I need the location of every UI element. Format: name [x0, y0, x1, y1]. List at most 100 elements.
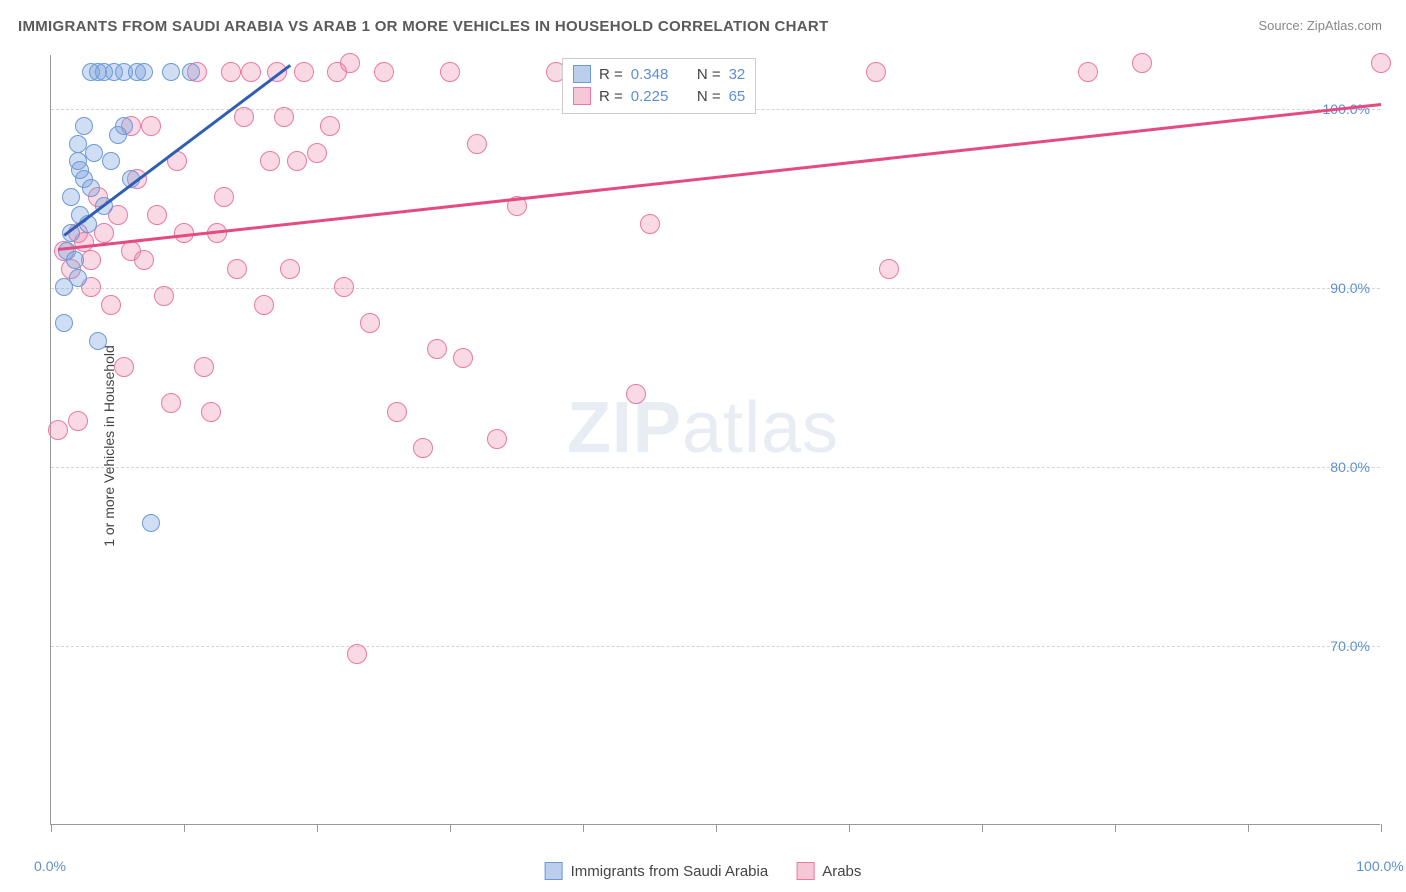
x-tick-label: 100.0% — [1356, 858, 1403, 874]
scatter-point — [340, 53, 360, 73]
stats-n-value: 65 — [729, 88, 746, 105]
x-tick — [317, 824, 318, 832]
gridline — [51, 288, 1380, 289]
chart-title: IMMIGRANTS FROM SAUDI ARABIA VS ARAB 1 O… — [18, 18, 829, 35]
scatter-point — [101, 295, 121, 315]
scatter-point — [147, 205, 167, 225]
scatter-point — [227, 259, 247, 279]
legend-swatch — [573, 87, 591, 105]
scatter-point — [95, 63, 113, 81]
scatter-point — [1078, 62, 1098, 82]
legend-item: Immigrants from Saudi Arabia — [545, 862, 769, 880]
scatter-point — [75, 117, 93, 135]
legend-item: Arabs — [796, 862, 861, 880]
scatter-point — [102, 152, 120, 170]
scatter-point — [114, 357, 134, 377]
stats-r-value: 0.348 — [631, 66, 669, 83]
gridline — [51, 467, 1380, 468]
legend-label: Arabs — [822, 863, 861, 880]
scatter-point — [241, 62, 261, 82]
source-label: Source: ZipAtlas.com — [1258, 18, 1382, 33]
x-tick — [716, 824, 717, 832]
x-tick — [849, 824, 850, 832]
scatter-point — [347, 644, 367, 664]
scatter-point — [360, 313, 380, 333]
plot-area: 70.0%80.0%90.0%100.0% — [50, 55, 1380, 825]
scatter-point — [626, 384, 646, 404]
y-tick-label: 80.0% — [1330, 459, 1370, 475]
stats-n-label: N = — [697, 88, 721, 105]
scatter-point — [234, 107, 254, 127]
scatter-point — [334, 277, 354, 297]
scatter-point — [879, 259, 899, 279]
legend-swatch — [573, 65, 591, 83]
x-tick — [51, 824, 52, 832]
scatter-point — [866, 62, 886, 82]
scatter-point — [427, 339, 447, 359]
scatter-point — [640, 214, 660, 234]
x-tick — [450, 824, 451, 832]
scatter-point — [134, 250, 154, 270]
stats-r-label: R = — [599, 88, 623, 105]
scatter-point — [71, 161, 89, 179]
x-tick — [583, 824, 584, 832]
scatter-point — [374, 62, 394, 82]
x-tick-label: 0.0% — [34, 858, 66, 874]
scatter-point — [89, 332, 107, 350]
y-tick-label: 90.0% — [1330, 280, 1370, 296]
scatter-point — [94, 223, 114, 243]
stats-row: R = 0.348 N = 32 — [573, 63, 745, 85]
legend-label: Immigrants from Saudi Arabia — [571, 863, 769, 880]
scatter-point — [55, 278, 73, 296]
scatter-point — [201, 402, 221, 422]
stats-r-value: 0.225 — [631, 88, 669, 105]
stats-r-label: R = — [599, 66, 623, 83]
scatter-point — [413, 438, 433, 458]
stats-n-value: 32 — [729, 66, 746, 83]
stats-row: R = 0.225 N = 65 — [573, 85, 745, 107]
scatter-point — [1371, 53, 1391, 73]
scatter-point — [162, 63, 180, 81]
scatter-point — [142, 514, 160, 532]
scatter-point — [194, 357, 214, 377]
scatter-point — [453, 348, 473, 368]
trend-line — [58, 103, 1382, 251]
scatter-point — [294, 62, 314, 82]
stats-legend: R = 0.348 N = 32R = 0.225 N = 65 — [562, 58, 756, 114]
scatter-point — [182, 63, 200, 81]
scatter-point — [55, 314, 73, 332]
x-tick — [982, 824, 983, 832]
scatter-point — [85, 144, 103, 162]
scatter-point — [154, 286, 174, 306]
scatter-point — [62, 188, 80, 206]
scatter-point — [82, 179, 100, 197]
scatter-point — [68, 411, 88, 431]
scatter-point — [66, 251, 84, 269]
scatter-point — [48, 420, 68, 440]
gridline — [51, 646, 1380, 647]
scatter-point — [221, 62, 241, 82]
x-tick — [1248, 824, 1249, 832]
scatter-point — [1132, 53, 1152, 73]
scatter-point — [320, 116, 340, 136]
y-tick-label: 70.0% — [1330, 638, 1370, 654]
bottom-legend: Immigrants from Saudi Arabia Arabs — [545, 862, 862, 880]
legend-swatch — [545, 862, 563, 880]
x-tick — [1381, 824, 1382, 832]
scatter-point — [440, 62, 460, 82]
x-tick — [184, 824, 185, 832]
scatter-point — [254, 295, 274, 315]
scatter-point — [141, 116, 161, 136]
scatter-point — [274, 107, 294, 127]
stats-n-label: N = — [697, 66, 721, 83]
scatter-point — [287, 151, 307, 171]
scatter-point — [161, 393, 181, 413]
scatter-point — [487, 429, 507, 449]
scatter-point — [307, 143, 327, 163]
legend-swatch — [796, 862, 814, 880]
scatter-point — [280, 259, 300, 279]
scatter-point — [135, 63, 153, 81]
scatter-point — [387, 402, 407, 422]
scatter-point — [115, 117, 133, 135]
scatter-point — [467, 134, 487, 154]
